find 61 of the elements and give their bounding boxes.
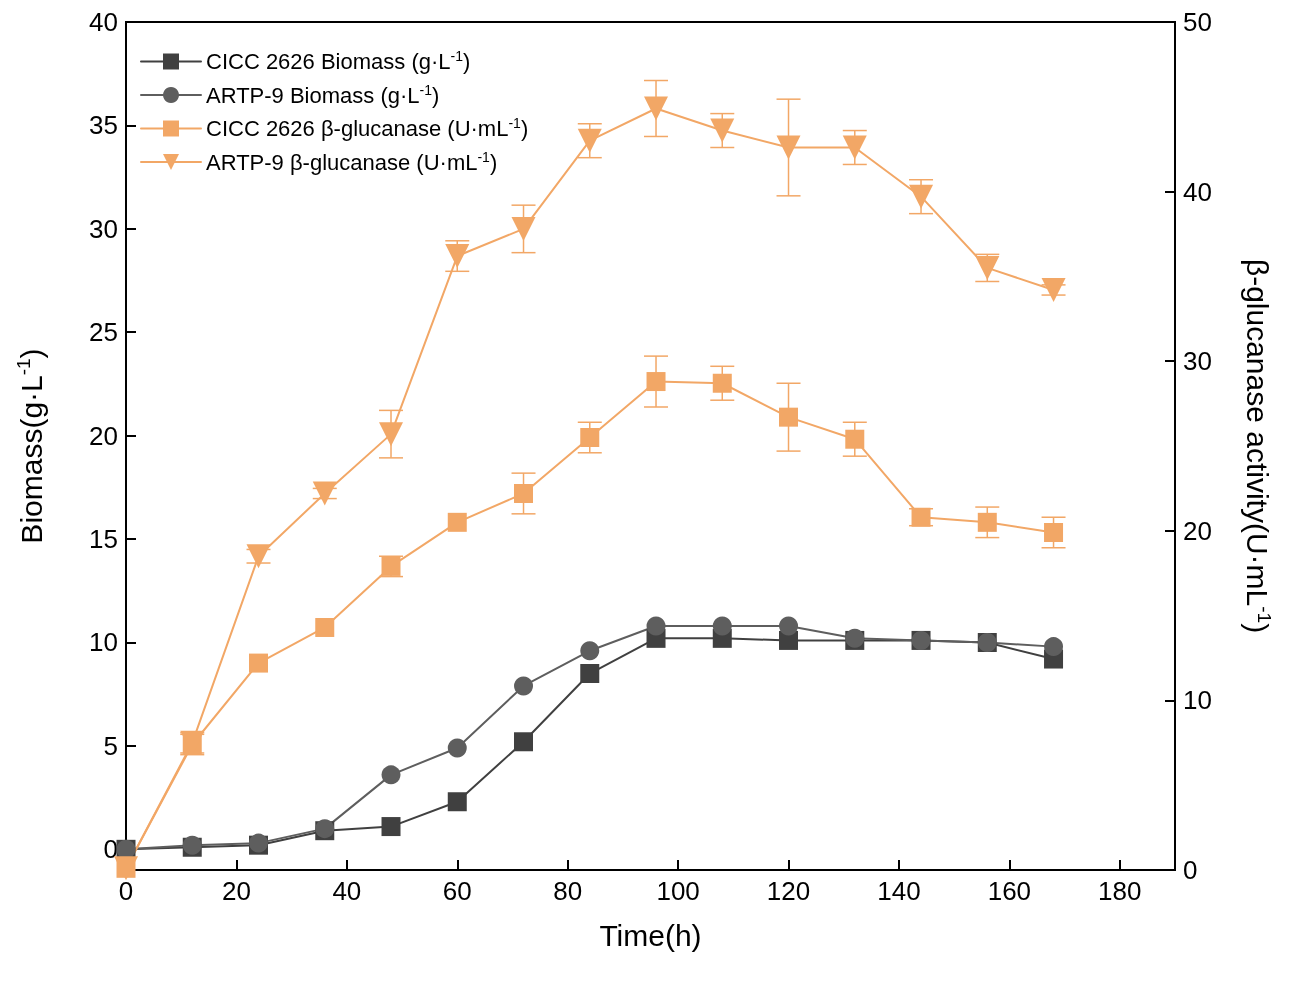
point [710, 118, 735, 143]
x-tick-label: 80 [553, 876, 583, 906]
x-axis-title: Time(h) [599, 918, 702, 952]
point [644, 96, 669, 121]
point [779, 407, 799, 427]
y2-tick-label: 30 [1183, 346, 1212, 377]
point [447, 512, 467, 532]
x-tick-label: 100 [656, 876, 700, 906]
point [381, 817, 401, 837]
point [312, 481, 337, 506]
y2-tick-label: 50 [1183, 7, 1212, 37]
point [577, 128, 602, 153]
point [447, 792, 467, 812]
x-tick-label: 140 [877, 876, 921, 906]
point [514, 483, 534, 503]
point [514, 732, 534, 752]
point [842, 135, 867, 160]
x-tick-label: 160 [987, 876, 1032, 906]
point [646, 372, 666, 392]
y2-tick-label: 0 [1183, 855, 1198, 885]
y-tick-label: 30 [89, 213, 118, 244]
point [712, 373, 732, 393]
y2-tick-label: 10 [1183, 685, 1212, 716]
point [977, 512, 997, 532]
point [1044, 637, 1064, 657]
point [580, 641, 600, 661]
point [246, 544, 271, 569]
point [379, 422, 404, 447]
point [249, 653, 269, 673]
x-tick-label: 120 [766, 876, 811, 906]
y-tick-label: 0 [103, 834, 118, 865]
point [1041, 277, 1066, 302]
y-tick-label: 10 [89, 627, 118, 658]
y-tick-label: 25 [89, 317, 118, 348]
y-tick-label: 15 [89, 524, 118, 555]
point [580, 664, 600, 684]
y2-tick-label: 40 [1183, 176, 1212, 207]
point [646, 616, 666, 636]
point [776, 135, 801, 160]
y2-axis-title: β-glucanase activity(U·mL-1) [1240, 258, 1275, 634]
point [580, 428, 600, 448]
point [712, 616, 732, 636]
y2-tick-label: 20 [1183, 515, 1212, 546]
x-tick-label: 180 [1098, 876, 1142, 906]
point [514, 676, 534, 696]
x-tick-label: 60 [442, 876, 472, 906]
point [315, 617, 335, 637]
point [779, 616, 799, 636]
y-tick-label: 35 [89, 110, 118, 141]
y-axis-title: Biomass(g·L-1) [13, 348, 48, 544]
point [909, 184, 934, 209]
y-tick-label: 20 [89, 420, 118, 451]
point [1044, 523, 1064, 542]
point [381, 765, 401, 785]
y-tick-label: 5 [103, 730, 118, 761]
point [447, 738, 467, 758]
x-tick-label: 20 [221, 876, 251, 906]
y-tick-label: 40 [89, 7, 118, 37]
point [845, 429, 865, 449]
x-tick-label: 40 [332, 876, 362, 906]
point [511, 216, 536, 241]
